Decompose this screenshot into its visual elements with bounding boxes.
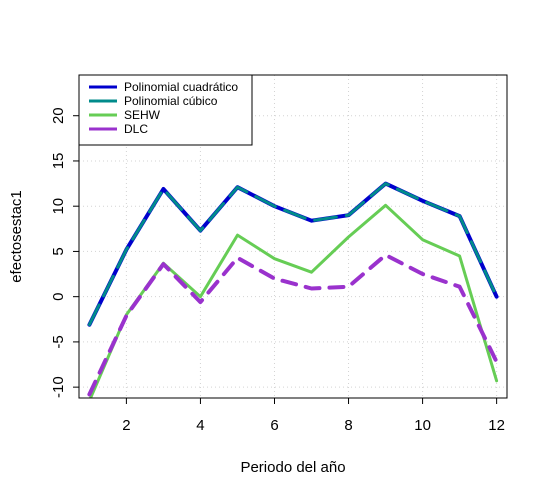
legend-label: Polinomial cuadrático xyxy=(124,80,238,94)
series-line-4 xyxy=(87,253,499,397)
series-line-2 xyxy=(87,182,499,327)
x-axis: 2 4 6 8 10 12 xyxy=(122,398,505,434)
y-tick-label: 20 xyxy=(50,107,67,124)
legend-label: SEHW xyxy=(124,108,161,122)
y-tick-label: 5 xyxy=(50,247,67,255)
y-tick-label: 10 xyxy=(50,198,67,215)
y-axis-title: efectosestac1 xyxy=(8,190,25,283)
x-tick-label: 6 xyxy=(270,417,278,434)
y-axis: -10 -5 0 5 10 15 20 xyxy=(50,107,79,398)
legend-label: DLC xyxy=(124,122,148,136)
y-tick-label: 15 xyxy=(50,153,67,170)
series-layer xyxy=(87,181,499,398)
x-tick-label: 4 xyxy=(196,417,204,434)
series-line-3 xyxy=(88,203,499,398)
y-tick-label: -5 xyxy=(50,335,67,348)
y-tick-label: 0 xyxy=(50,292,67,300)
x-axis-title: Periodo del año xyxy=(240,459,345,476)
x-tick-label: 12 xyxy=(488,417,505,434)
x-tick-label: 2 xyxy=(122,417,130,434)
x-tick-label: 10 xyxy=(414,417,431,434)
y-tick-label: -10 xyxy=(50,376,67,398)
x-tick-label: 8 xyxy=(344,417,352,434)
plot-frame xyxy=(78,74,508,399)
legend-label: Polinomial cúbico xyxy=(124,94,218,108)
